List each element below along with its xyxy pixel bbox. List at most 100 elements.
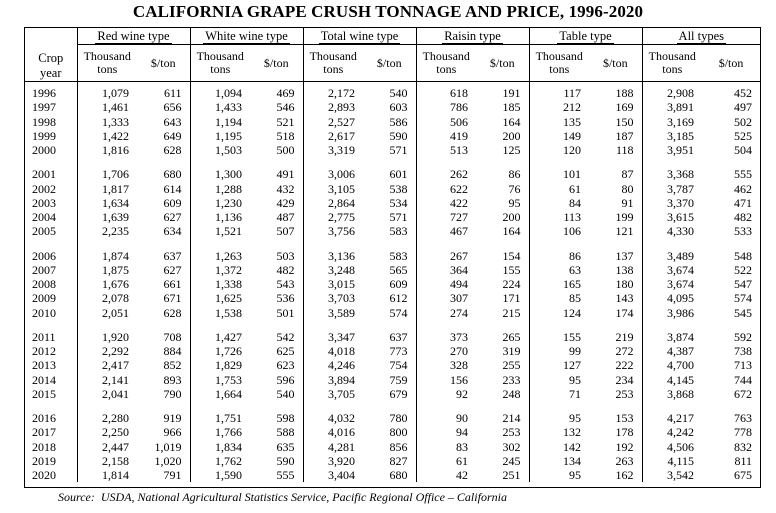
gap-cell [415,319,477,330]
tons-cell: 117 [528,81,590,101]
price-cell: 680 [389,468,408,483]
price-cell: 87 [621,167,634,182]
price-cell: 137 [615,248,634,263]
price-cell: 759 [389,372,408,387]
group-header-table: Table type [528,28,643,45]
gap-cell [250,401,303,411]
tons-cell: 1,230 [189,195,250,210]
gap-cell [363,320,416,330]
price-cell: 966 [163,425,182,440]
tons-cell: 419 [415,128,477,143]
price-cell: 656 [163,100,182,115]
tons-cell: 132 [528,425,590,440]
tons-cell: 113 [528,210,590,225]
price-cell: 155 [502,262,521,277]
tons-cell: 2,235 [76,224,137,239]
tons-cell: 3,006 [302,167,363,182]
price-cell: 1,019 [154,439,182,454]
price-cell: 219 [615,329,634,344]
price-cell: 125 [502,143,521,158]
tons-cell: 1,372 [189,262,250,277]
price-cell: 555 [276,468,295,483]
group-header-red: Red wine type [76,28,190,45]
tons-cell: 1,634 [76,195,137,210]
tons-cell: 1,817 [76,181,137,196]
gap-cell [641,319,703,330]
tons-cell: 3,674 [641,277,703,292]
price-cell: 452 [734,86,753,101]
tons-cell: 95 [528,372,590,387]
price-cell: 627 [163,262,182,277]
price-cell: 565 [389,262,408,277]
price-cell: 86 [508,167,521,182]
price-cell: 191 [502,86,521,101]
tons-cell: 1,762 [189,453,250,468]
crop-year-cell: 2009 [32,291,56,306]
tons-cell: 1,664 [189,386,250,401]
tons-cell: 1,726 [189,344,250,359]
tons-cell: 3,105 [302,181,363,196]
tons-cell: 4,246 [302,358,363,373]
price-cell: 174 [615,305,634,320]
price-cell: 627 [163,210,182,225]
price-cell: 253 [502,425,521,440]
price-cell: 773 [389,344,408,359]
price-cell: 827 [389,453,408,468]
price-cell: 708 [163,329,182,344]
price-cell: 574 [734,291,753,306]
price-cell: 500 [276,143,295,158]
table-row: 2020 1,814 791 1,590 555 3,404 680 42 251 95 162 3,… [25,468,760,483]
tons-cell: 4,145 [641,372,703,387]
price-cell: 188 [615,86,634,101]
gap-cell [302,319,363,330]
price-cell: 780 [389,411,408,426]
price-cell: 596 [276,372,295,387]
price-cell: 555 [734,167,753,182]
tons-cell: 83 [415,439,477,454]
tons-cell: 422 [415,195,477,210]
tons-cell: 3,894 [302,372,363,387]
tons-cell: 3,489 [641,248,703,263]
tons-cell: 61 [528,181,590,196]
price-cell: 611 [163,86,182,101]
gap-cell [302,401,363,411]
price-cell: 588 [276,425,295,440]
crop-year-line2: year [39,66,62,80]
tons-cell: 120 [528,143,590,158]
price-cell: 245 [502,453,521,468]
crop-year-cell: 2000 [32,143,56,158]
tons-cell: 99 [528,344,590,359]
table-row: 2005 2,235 634 1,521 507 3,756 583 467 164 106 121… [25,224,760,239]
price-cell: 171 [502,291,521,306]
price-cell: 832 [734,439,753,454]
tons-cell: 786 [415,100,477,115]
crop-year-cell: 1999 [32,128,56,143]
price-cell: 738 [734,344,753,359]
tons-cell: 3,404 [302,468,363,483]
tons-cell: 4,281 [302,439,363,454]
gap-cell [137,320,190,330]
price-cell: 471 [734,195,753,210]
tons-cell: 1,521 [189,224,250,239]
table-row: 2001 1,706 680 1,300 491 3,006 601 262 86 101 87 3,… [25,167,760,182]
price-cell: 169 [615,100,634,115]
price-cell: 215 [502,305,521,320]
gap-cell [702,320,760,330]
table-row: 2008 1,676 661 1,338 543 3,015 609 494 224 165 180… [25,277,760,292]
tons-cell: 3,248 [302,262,363,277]
tons-cell: 1,676 [76,277,137,292]
price-cell: 643 [163,114,182,129]
tons-cell: 1,288 [189,181,250,196]
price-cell: 571 [389,210,408,225]
tons-cell: 3,705 [302,386,363,401]
source-note: Source: USDA, National Agricultural Stat… [58,490,507,504]
tons-cell: 42 [415,468,477,483]
price-cell: 76 [508,181,521,196]
gap-cell [476,401,529,411]
tons-cell: 2,280 [76,411,137,426]
price-cell: 180 [615,277,634,292]
tons-cell: 3,368 [641,167,703,182]
tons-cell: 3,015 [302,277,363,292]
tons-cell: 3,589 [302,305,363,320]
tons-cell: 1,590 [189,468,250,483]
